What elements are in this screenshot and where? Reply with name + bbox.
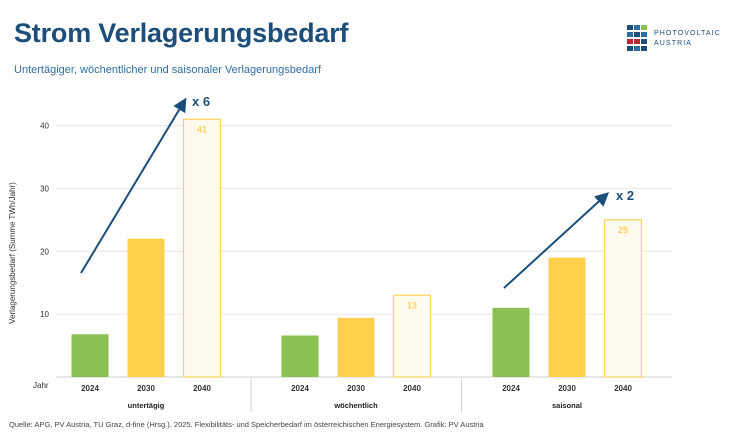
page-title: Strom Verlagerungsbedarf xyxy=(14,18,349,48)
bar-value-label: 13 xyxy=(407,300,417,310)
y-tick-label: 30 xyxy=(40,184,49,193)
x-tick-label: 2040 xyxy=(403,384,421,393)
group-label: untertägig xyxy=(128,401,165,410)
bar-2030 xyxy=(127,238,165,377)
bar-value-label: 22 xyxy=(141,244,151,254)
bar-value-label: 9,4 xyxy=(350,323,363,333)
source-note: Quelle: APG, PV Austria, TU Graz, d-fine… xyxy=(9,420,484,429)
y-tick-label: 40 xyxy=(40,122,49,131)
growth-arrow xyxy=(503,192,610,289)
solar-panel-icon xyxy=(626,24,650,52)
growth-arrow xyxy=(80,97,187,274)
growth-multiplier-label: x 6 xyxy=(192,94,210,109)
x-axis-year-label: Jahr xyxy=(33,381,49,390)
bar-2030 xyxy=(337,317,375,377)
bar-value-label: 41 xyxy=(197,124,207,134)
group-label: wöchentlich xyxy=(333,401,378,410)
y-tick-label: 10 xyxy=(40,310,49,319)
x-tick-label: 2030 xyxy=(347,384,365,393)
bar-2040 xyxy=(182,118,222,378)
pv-austria-logo: PHOTOVOLTAIC AUSTRIA xyxy=(626,24,720,52)
bar-2024 xyxy=(281,335,319,377)
x-tick-label: 2030 xyxy=(137,384,155,393)
bar-2024 xyxy=(492,307,530,377)
logo-text-line1: PHOTOVOLTAIC xyxy=(654,30,721,37)
bar-value-label: 6,6 xyxy=(294,341,307,351)
bar-2040 xyxy=(392,294,432,378)
x-tick-label: 2030 xyxy=(558,384,576,393)
x-tick-label: 2024 xyxy=(502,384,520,393)
x-tick-label: 2024 xyxy=(81,384,99,393)
growth-multiplier-label: x 2 xyxy=(616,188,634,203)
x-tick-label: 2024 xyxy=(291,384,309,393)
y-axis-title: Verlagerungsbedarf (Summe TWh/Jahr) xyxy=(8,182,17,324)
bar-2024 xyxy=(71,334,109,377)
page-subtitle: Untertägiger, wöchentlicher und saisonal… xyxy=(14,64,321,76)
bar-2030 xyxy=(548,257,586,377)
logo-text-line2: AUSTRIA xyxy=(654,40,693,47)
bar-value-label: 25 xyxy=(618,225,628,235)
group-label: saisonal xyxy=(552,401,582,410)
x-tick-label: 2040 xyxy=(614,384,632,393)
bar-2040 xyxy=(603,219,643,378)
y-tick-label: 20 xyxy=(40,247,49,256)
bar-value-label: 6,8 xyxy=(84,339,97,349)
bar-value-label: 11 xyxy=(506,313,516,323)
x-tick-label: 2040 xyxy=(193,384,211,393)
bar-value-label: 19 xyxy=(562,263,572,273)
